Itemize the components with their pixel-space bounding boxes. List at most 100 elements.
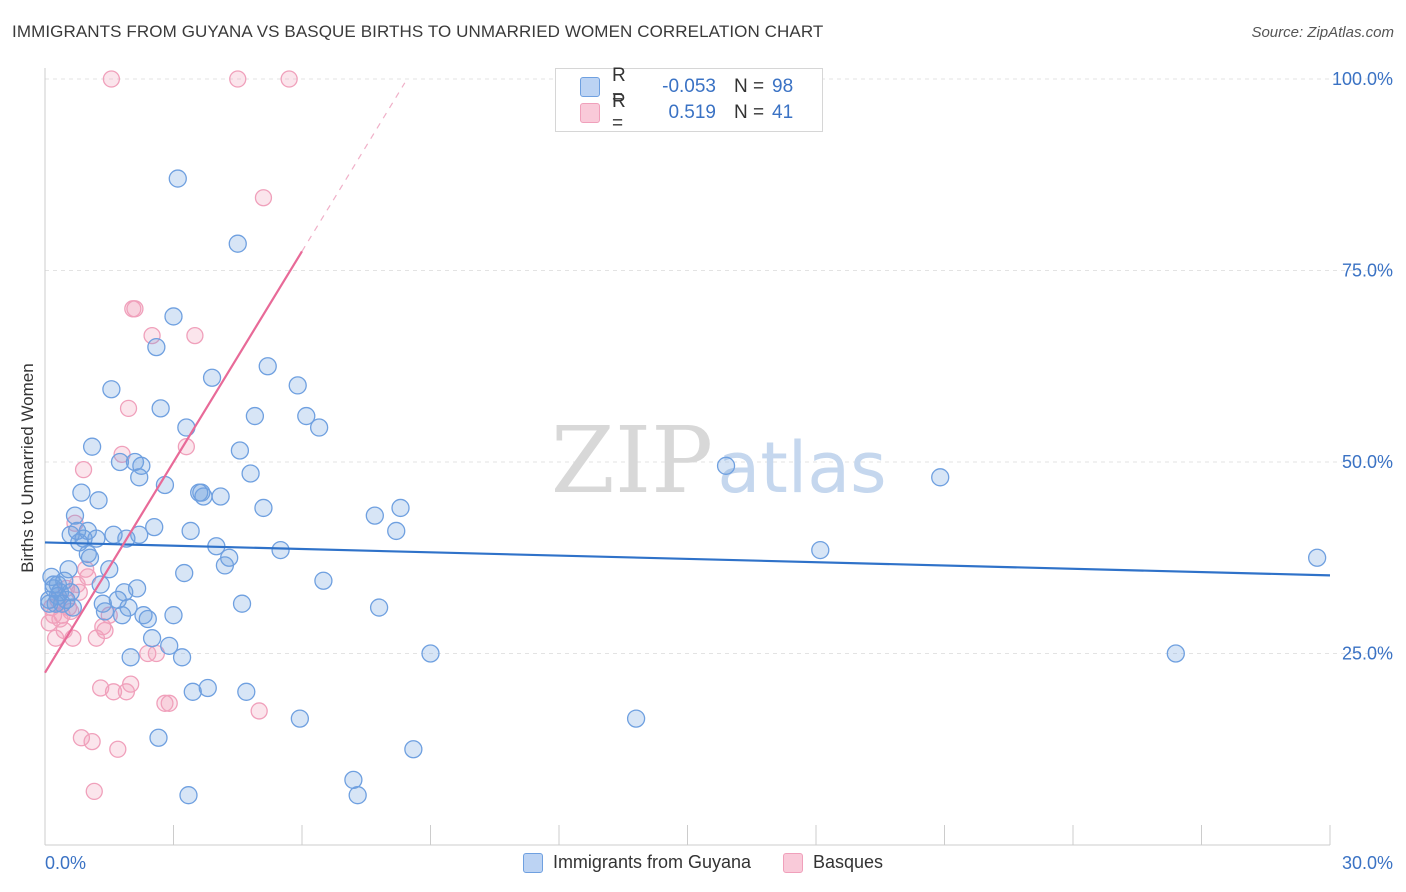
y-axis-label: Births to Unmarried Women [18,363,37,573]
legend-swatch-blue [580,77,600,97]
y-tick-label: 50.0% [1342,452,1393,472]
legend: R = -0.053 N = 98 R = 0.519 N = 41 [555,65,823,134]
legend-row-guyana: R = -0.053 N = 98 [580,65,794,108]
guyana-point [110,452,130,472]
basques-point [85,782,103,801]
guyana-point [177,418,196,437]
bottom-legend-guyana: Immigrants from Guyana [522,852,751,873]
guyana-point [237,682,256,701]
chart-title: IMMIGRANTS FROM GUYANA VS BASQUE BIRTHS … [12,22,824,41]
guyana-point [309,418,329,437]
basques-point [156,694,174,712]
guyana-point [95,602,115,621]
legend-swatch-pink [580,103,600,123]
bottom-legend-label-guyana: Immigrants from Guyana [552,852,751,872]
guyana-point [65,506,85,525]
guyana-point [145,517,164,537]
chart-source: Source: ZipAtlas.com [1251,24,1394,41]
basques-point [177,438,196,456]
guyana-point [369,598,389,617]
guyana-point [72,483,91,502]
watermark-zip: ZIP [551,407,713,514]
grid-lines [45,78,1392,654]
legend-n-value: 41 [772,102,794,123]
guyana-point [716,456,736,475]
basques-point [229,70,247,88]
watermark: ZIP atlas [551,407,887,514]
x-tick-label: 0.0% [45,853,86,873]
guyana-point [211,487,230,506]
axes [44,68,1331,846]
guyana-point [183,682,202,701]
guyana-point [404,740,423,759]
guyana-point [202,368,222,387]
guyana-point [44,575,63,594]
guyana-point [164,307,183,326]
guyana-point [198,678,217,698]
basques-point [74,461,93,479]
basques-trend-extension [301,82,406,252]
guyana-point [160,636,179,655]
guyana-point [119,598,138,617]
guyana-point [89,491,108,510]
legend-r-label: R = [612,91,626,134]
guyana-point [63,598,82,617]
guyana-point [102,380,121,399]
guyana-point [254,498,273,518]
guyana-point [127,579,147,598]
guyana-point [220,548,239,567]
guyana-point [121,648,140,667]
guyana-point [626,709,646,728]
guyana-points [40,169,1327,805]
x-tick-label: 30.0% [1342,853,1393,873]
guyana-point [230,441,250,460]
legend-n-value: 98 [772,76,794,97]
bottom-legend-label-basques: Basques [813,852,884,872]
guyana-point [194,487,213,506]
guyana-point [80,548,100,567]
guyana-point [172,648,192,667]
guyana-point [82,437,102,456]
legend-r-value: -0.053 [662,76,716,97]
bottom-legend-swatch-pink [783,852,803,873]
guyana-point [290,709,310,728]
guyana-point [142,629,162,648]
guyana-point [55,571,74,590]
y-tick-label: 100.0% [1332,69,1393,89]
basques-trend-line [44,250,303,674]
guyana-point [228,234,247,253]
guyana-point [168,169,187,188]
guyana-point [297,406,316,426]
bottom-legend-swatch-blue [522,852,543,873]
guyana-point [130,468,149,487]
guyana-point [132,456,151,475]
guyana-point [314,571,333,590]
guyana-point [138,609,157,629]
trend-lines [44,82,1331,674]
bottom-legend-basques: Basques [783,852,883,873]
basques-point [280,70,298,88]
basques-point [109,740,127,758]
basques-point [119,399,138,418]
guyana-point [149,728,168,747]
guyana-point [147,337,166,357]
guyana-point [164,606,183,625]
basques-point [102,70,121,88]
basques-point [250,702,268,720]
guyana-point [1166,644,1185,663]
guyana-point [344,770,363,790]
basques-point [186,326,204,345]
guyana-point [151,399,170,418]
guyana-point [59,560,78,579]
guyana-point [130,525,149,544]
guyana-point [348,786,367,805]
guyana-point [931,468,950,487]
basques-point [254,189,273,207]
basques-point [104,683,123,701]
basques-point [92,679,110,697]
guyana-point [811,540,830,560]
guyana-point [421,644,440,663]
guyana-point [175,563,194,583]
legend-r-value: 0.519 [668,102,716,123]
basques-point [72,729,91,747]
